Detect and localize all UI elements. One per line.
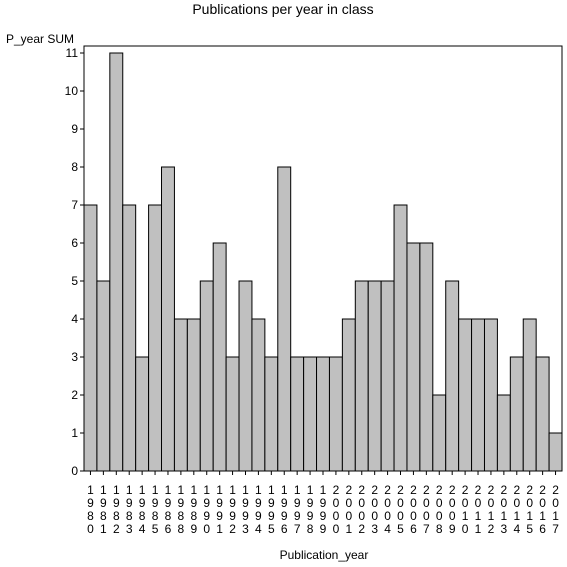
bar [173, 318, 188, 472]
y-tick-label: 5 [71, 274, 78, 288]
bars-group [83, 52, 563, 472]
chart-title: Publications per year in class [192, 1, 373, 17]
bar [264, 356, 279, 472]
bar [122, 204, 137, 472]
bar [406, 242, 421, 472]
bar [393, 204, 408, 472]
bar [186, 318, 201, 472]
bar [509, 356, 524, 472]
bar [225, 356, 240, 472]
bar [483, 318, 498, 472]
bar [96, 280, 111, 472]
bar [161, 166, 175, 472]
bar [303, 356, 318, 472]
bar [432, 394, 447, 472]
y-axis-label: P_year SUM [6, 32, 74, 46]
bar [380, 280, 395, 472]
y-tick-label: 7 [71, 198, 78, 212]
bar [290, 356, 305, 472]
y-axis-ticks: 0 1 2 3 4 5 6 7 8 9 10 11 [65, 46, 84, 478]
bar [367, 280, 382, 472]
bar [354, 280, 369, 472]
y-tick-label: 2 [71, 388, 78, 402]
bar [522, 318, 537, 472]
bar [496, 394, 511, 472]
y-tick-label: 11 [66, 46, 79, 60]
bar [445, 280, 460, 472]
y-tick-label: 10 [65, 84, 79, 98]
bar [148, 204, 163, 472]
bar [212, 242, 227, 472]
bar [251, 318, 266, 472]
bar [199, 280, 214, 472]
y-tick-label: 6 [71, 236, 78, 250]
bar [277, 166, 292, 472]
bar [535, 356, 550, 472]
bar [548, 432, 563, 472]
bar [328, 356, 343, 472]
y-tick-label: 1 [71, 426, 78, 440]
bar [135, 356, 150, 472]
bar [471, 318, 485, 472]
x-axis-tick-labels: 1 9 8 0 1 9 8 1 1 9 8 2 1 9 8 3 1 9 8 4 1 9 8 5 1 9 8 6 1 9 8 8 1 9 8 9 1 9 9 0… [87, 471, 559, 536]
bar [83, 204, 98, 472]
y-tick-label: 8 [71, 160, 78, 174]
bar [109, 52, 124, 472]
y-tick-label: 0 [71, 464, 78, 478]
bar [238, 280, 253, 472]
y-tick-label: 9 [71, 122, 78, 136]
bar [341, 318, 356, 472]
bar [419, 242, 434, 472]
bar [458, 318, 473, 472]
x-axis-label: Publication_year [280, 548, 369, 562]
y-tick-label: 3 [71, 350, 78, 364]
y-tick-label: 4 [71, 312, 78, 326]
bar [316, 356, 330, 472]
